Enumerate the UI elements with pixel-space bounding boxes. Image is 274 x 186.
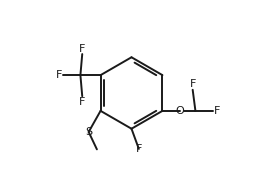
Text: F: F <box>79 97 85 107</box>
Text: O: O <box>175 106 184 116</box>
Text: F: F <box>79 44 85 54</box>
Text: F: F <box>190 79 196 89</box>
Text: F: F <box>214 106 220 116</box>
Text: S: S <box>85 127 92 137</box>
Text: F: F <box>56 70 62 80</box>
Text: F: F <box>136 144 142 154</box>
